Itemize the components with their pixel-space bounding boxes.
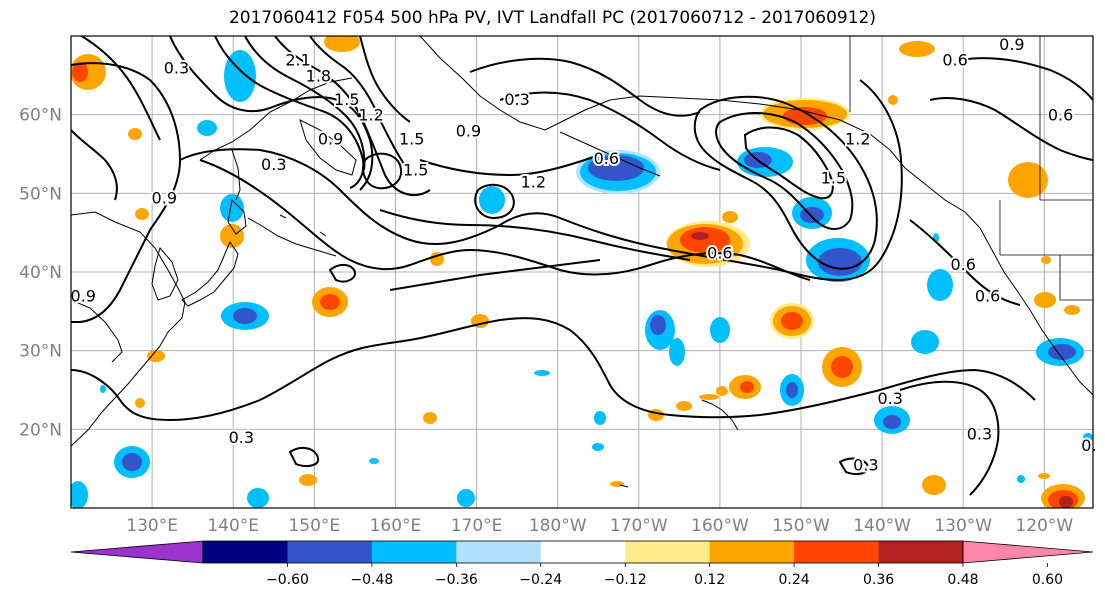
contour-value-label: 0.3	[853, 456, 878, 475]
contour-value-label: 1.5	[821, 169, 846, 188]
plot-border	[70, 35, 1094, 509]
lat-tick-label: 30°N	[19, 342, 62, 362]
colorbar-swatch	[540, 541, 626, 563]
colorbar-swatch	[625, 541, 711, 563]
colorbar-outline	[202, 540, 964, 564]
colorbar	[70, 540, 1094, 564]
colorbar-labels: −0.60 −0.48 −0.36 −0.24 −0.12 0.12 0.24 0.36 0.4…	[266, 563, 1063, 588]
contour-value-label: 0.6	[975, 287, 1000, 306]
contour-value-label: 0.3	[967, 424, 992, 443]
lon-tick-label: 170°W	[610, 516, 668, 536]
pv-contours	[71, 36, 1093, 496]
contour-value-label: 0.6	[1048, 106, 1073, 125]
contour-value-label: 1.5	[403, 161, 428, 180]
contour-value-label: 2.1	[285, 51, 310, 70]
colorbar-lower-extend	[70, 540, 204, 564]
colorbar-swatch	[203, 541, 288, 563]
lat-tick-label: 50°N	[19, 184, 62, 204]
colorbar-tick-label: −0.60	[266, 572, 309, 588]
map-title: 2017060412 F054 500 hPa PV, IVT Landfall…	[228, 8, 876, 28]
pv-anomaly-shading	[71, 36, 1093, 508]
lon-tick-label: 150°W	[772, 516, 830, 536]
contour-value-label: 0.6	[942, 51, 967, 70]
contour-value-label: 0.9	[999, 35, 1024, 54]
lat-tick-label: 60°N	[19, 106, 62, 126]
coastlines	[71, 36, 1093, 488]
contour-value-label: 0.9	[152, 188, 177, 207]
lon-tick-label: 130°W	[934, 516, 992, 536]
colorbar-upper-extend	[962, 540, 1094, 564]
lon-tick-label: 170°E	[451, 516, 503, 536]
colorbar-tick-label: −0.12	[604, 572, 647, 588]
contour-value-label: 0.	[1081, 436, 1096, 455]
lon-tick-label: 150°E	[288, 516, 340, 536]
contour-value-label: 0.3	[164, 58, 189, 77]
lon-tick-label: 160°E	[370, 516, 422, 536]
contour-value-label: 1.5	[399, 129, 424, 148]
colorbar-swatch	[371, 541, 457, 563]
contour-value-label: 0.9	[70, 287, 95, 306]
lon-tick-label: 180°W	[529, 516, 587, 536]
colorbar-tick-label: 0.36	[863, 572, 894, 588]
longitude-labels: 130°E 140°E 150°E 160°E 170°E 180°W 170°W 160°W…	[126, 516, 1073, 536]
lat-tick-label: 40°N	[19, 263, 62, 283]
contour-labels: 0.3 2.11.81.51.20.9 1.51.50.30.30.90.61.20…	[68, 33, 1098, 477]
contour-value-label: 0.3	[229, 428, 254, 447]
colorbar-tick-label: −0.48	[350, 572, 393, 588]
lon-tick-label: 140°E	[207, 516, 259, 536]
lon-tick-label: 130°E	[126, 516, 178, 536]
contour-value-label: 0.6	[707, 243, 732, 262]
contour-value-label: 0.3	[877, 389, 902, 408]
lat-tick-label: 20°N	[19, 420, 62, 440]
colorbar-swatch	[709, 541, 795, 563]
colorbar-tick-label: 0.48	[947, 572, 978, 588]
colorbar-swatch	[794, 541, 880, 563]
lon-tick-label: 120°W	[1015, 516, 1073, 536]
contour-value-label: 0.9	[456, 121, 481, 140]
colorbar-tick-label: 0.60	[1032, 572, 1063, 588]
contour-value-label: 1.2	[358, 106, 383, 125]
colorbar-tick-label: −0.24	[519, 572, 562, 588]
lon-tick-label: 160°W	[691, 516, 749, 536]
contour-value-label: 0.6	[594, 149, 619, 168]
borders	[849, 36, 1093, 301]
colorbar-swatch	[878, 541, 964, 563]
lon-tick-label: 140°W	[853, 516, 911, 536]
contour-value-label: 1.2	[845, 129, 870, 148]
colorbar-tick-label: 0.12	[694, 572, 725, 588]
contour-value-label: 1.2	[521, 173, 546, 192]
colorbar-tick-label: 0.24	[779, 572, 810, 588]
contour-value-label: 1.8	[306, 66, 331, 85]
graticule	[71, 36, 1093, 508]
latitude-labels: 60°N 50°N 40°N 30°N 20°N	[19, 106, 62, 441]
colorbar-swatch	[287, 541, 373, 563]
contour-value-label: 1.5	[334, 90, 359, 109]
colorbar-swatch	[456, 541, 542, 563]
contour-value-label: 0.6	[950, 255, 975, 274]
contour-value-label: 0.3	[261, 155, 286, 174]
contour-value-label: 0.3	[504, 90, 529, 109]
contour-value-label: 0.9	[318, 129, 343, 148]
colorbar-tick-label: −0.36	[435, 572, 478, 588]
